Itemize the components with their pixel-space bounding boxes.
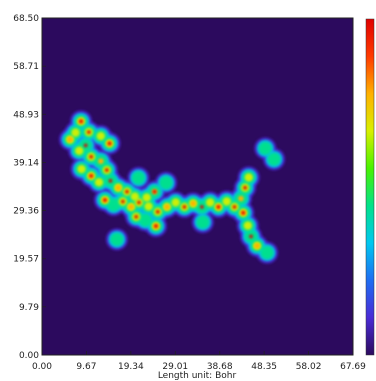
density-blob (249, 234, 253, 239)
density-blob (121, 199, 125, 204)
y-tick-label: 58.71 (13, 62, 39, 72)
density-blob (196, 215, 210, 229)
density-blob (243, 221, 253, 230)
density-blob (89, 154, 93, 159)
density-blob (258, 141, 272, 155)
density-blob (131, 171, 145, 185)
x-axis-title: Length unit: Bohr (158, 371, 237, 381)
density-blob (104, 168, 109, 172)
density-blob (244, 173, 253, 182)
density-blob (96, 131, 106, 141)
y-tick-label: 0.00 (19, 351, 39, 361)
y-tick-label: 9.79 (19, 303, 39, 313)
density-blob (110, 232, 124, 246)
density-blob (134, 214, 138, 219)
density-blob (200, 205, 204, 209)
density-blob (254, 242, 260, 249)
x-tick-label: 67.69 (340, 362, 366, 372)
y-tick-label: 19.57 (13, 255, 39, 265)
density-blob (94, 178, 104, 187)
density-blob (138, 213, 152, 227)
density-blob (71, 128, 80, 137)
x-tick-label: 58.02 (296, 362, 322, 372)
density-blob (164, 204, 170, 210)
colorbar (365, 18, 375, 356)
x-tick-label: 29.01 (162, 362, 188, 372)
density-blob (77, 164, 86, 174)
density-blob (159, 176, 173, 190)
y-tick-label: 48.93 (13, 110, 39, 120)
density-blob (108, 179, 113, 183)
y-tick-label: 29.36 (13, 207, 39, 217)
density-blob (152, 189, 157, 194)
density-blob (125, 189, 129, 194)
density-blob (75, 146, 84, 156)
density-blob (67, 136, 73, 143)
x-axis: 0.00 9.67 19.34 29.01 38.68 48.35 58.02 67.69 (32, 351, 366, 372)
density-blob (89, 174, 93, 178)
density-blob (267, 152, 281, 166)
x-tick-label: 9.67 (76, 362, 96, 372)
density-blob (115, 184, 122, 191)
density-blob (182, 205, 187, 209)
density-blob (137, 200, 141, 205)
density-blob (154, 224, 158, 228)
density-blob (130, 192, 140, 201)
density-blob (83, 143, 88, 148)
density-blob (142, 193, 151, 202)
density-blob (87, 130, 91, 134)
density-blob (128, 204, 134, 210)
x-tick-label: 19.34 (118, 362, 144, 372)
density-blob (243, 185, 247, 190)
density-blob (238, 195, 244, 202)
plot-frame (41, 17, 354, 356)
density-blob (144, 202, 153, 211)
density-blob (103, 198, 107, 202)
x-tick-label: 48.35 (251, 362, 277, 372)
density-blob (241, 211, 246, 215)
density-blob (205, 198, 215, 207)
density-blob (260, 246, 274, 260)
density-blob (155, 210, 160, 214)
y-axis: 0.00 9.79 19.57 29.36 39.14 48.93 58.71 68.50 (13, 14, 46, 361)
y-tick-label: 39.14 (13, 158, 39, 168)
x-tick-label: 38.68 (207, 362, 233, 372)
density-blob (190, 200, 196, 207)
density-blob (98, 158, 104, 164)
density-blob (216, 205, 221, 209)
density-blob (222, 197, 231, 206)
y-tick-label: 68.50 (13, 14, 39, 24)
x-tick-label: 0.00 (32, 362, 52, 372)
density-blob (107, 141, 112, 146)
density-blob (171, 198, 180, 207)
density-blob (232, 205, 237, 209)
density-blob (79, 119, 83, 124)
density-blobs (59, 110, 286, 264)
